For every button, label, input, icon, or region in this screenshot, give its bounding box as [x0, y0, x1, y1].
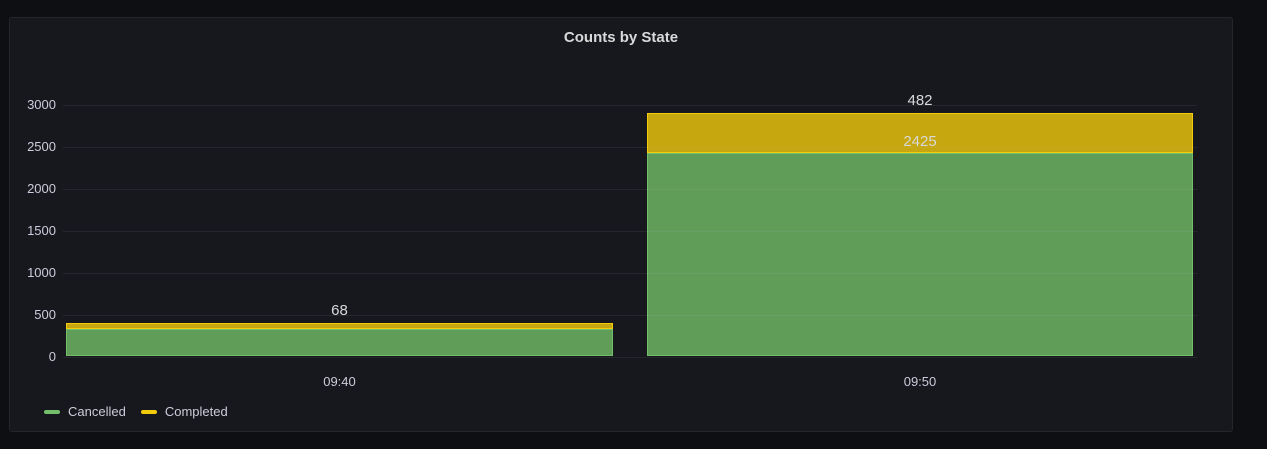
plot-area: 0 500 1000 1500 2000 2500 3000 09:40 68 09:50 482 2… — [10, 18, 1232, 431]
x-axis-tick-label: 09:40 — [323, 373, 356, 389]
legend-label: Cancelled — [68, 404, 126, 419]
bar-segment-cancelled[interactable] — [647, 153, 1193, 357]
bar-segment-completed[interactable] — [647, 112, 1193, 154]
bar-segment-completed[interactable] — [66, 323, 613, 329]
legend-item-cancelled[interactable]: Cancelled — [44, 404, 126, 420]
legend-item-completed[interactable]: Completed — [140, 404, 228, 420]
gridline — [63, 356, 1197, 358]
bar-segment-cancelled[interactable] — [66, 328, 613, 357]
panel-title[interactable]: Counts by State — [563, 29, 679, 46]
chart-panel: Counts by State 0 500 1000 1500 2000 2500 3000… — [9, 17, 1233, 432]
legend-marker-icon — [140, 410, 157, 414]
y-axis-tick-label: 500 — [34, 306, 56, 322]
x-axis-tick-label: 09:50 — [903, 373, 937, 389]
gridline — [63, 146, 1197, 148]
value-label-total: 68 — [331, 302, 348, 320]
gridline — [63, 272, 1197, 274]
y-axis-tick-label: 1500 — [27, 222, 56, 238]
gridline — [63, 314, 1197, 316]
y-axis-tick-label: 2000 — [27, 180, 56, 196]
legend-marker-icon — [44, 410, 60, 414]
gridline — [63, 188, 1197, 190]
value-label-total: 482 — [907, 91, 933, 109]
gridline — [63, 230, 1197, 232]
y-axis-tick-label: 1000 — [27, 264, 56, 280]
legend-label: Completed — [164, 404, 228, 419]
y-axis-tick-label: 0 — [48, 348, 56, 364]
y-axis-tick-label: 3000 — [27, 97, 56, 112]
legend: Cancelled Completed — [44, 404, 228, 420]
gridline — [63, 105, 1197, 106]
y-axis-tick-label: 2500 — [27, 138, 56, 154]
value-label-inline: 2425 — [903, 133, 937, 151]
